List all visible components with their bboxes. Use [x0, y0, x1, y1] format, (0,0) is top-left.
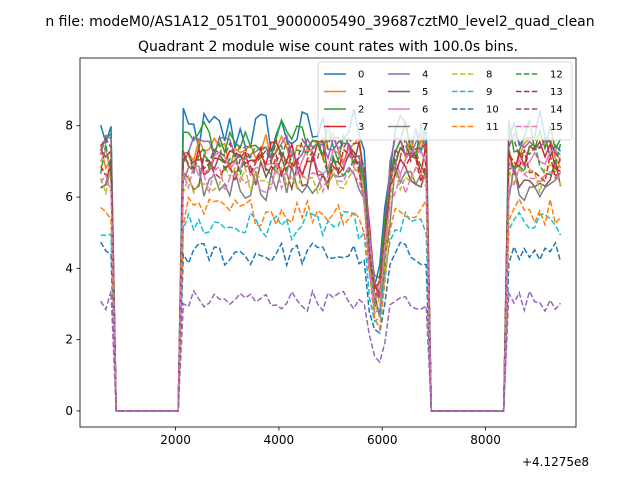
legend-label: 11: [486, 122, 499, 133]
axes-frame: [79, 57, 577, 428]
legend-label: 14: [550, 105, 563, 116]
legend-label: 4: [422, 70, 428, 81]
x-tick-label: 6000: [367, 433, 398, 447]
legend-label: 12: [550, 70, 563, 81]
legend-label: 15: [550, 122, 563, 133]
y-tick-label: 0: [65, 404, 73, 418]
chart-title: Quadrant 2 module wise count rates with …: [138, 39, 518, 55]
x-offset-label: +4.1275e8: [522, 455, 589, 469]
series-line-12: [99, 141, 562, 412]
series-line-13: [100, 145, 562, 412]
chart-suptitle: n file: modeM0/AS1A12_051T01_9000005490_…: [45, 14, 594, 30]
series-line-5: [100, 153, 562, 412]
series-line-unlabeled: [100, 288, 562, 412]
legend-label: 5: [422, 87, 428, 98]
series-line-11: [100, 196, 562, 412]
y-tick-label: 2: [65, 333, 73, 347]
series-line-6: [100, 145, 562, 412]
legend-label: 6: [422, 105, 428, 116]
legend-label: 10: [486, 105, 499, 116]
series-line-8: [99, 163, 562, 412]
x-tick-label: 4000: [264, 433, 295, 447]
legend-label: 7: [422, 122, 428, 133]
legend-label: 1: [358, 87, 364, 98]
series-line-0: [99, 107, 562, 412]
y-axis: 0 2 4 6 8: [65, 119, 80, 418]
legend-label: 3: [358, 122, 364, 133]
series-line-15: [100, 165, 561, 412]
x-tick-label: 8000: [470, 433, 501, 447]
legend-label: 2: [358, 105, 364, 116]
legend-label: 8: [486, 70, 492, 81]
legend-label: 9: [486, 87, 492, 98]
legend-label: 0: [358, 70, 364, 81]
series-line-7: [100, 165, 562, 412]
legend-box: [317, 61, 573, 141]
series-line-9: [100, 210, 562, 412]
series-line-10: [100, 241, 562, 412]
x-axis: 2000 4000 6000 8000: [160, 427, 501, 447]
y-tick-label: 8: [65, 119, 73, 133]
x-tick-label: 2000: [160, 433, 191, 447]
legend-label: 13: [550, 87, 563, 98]
y-tick-label: 4: [65, 261, 73, 275]
series-line-3: [100, 139, 561, 412]
y-tick-label: 6: [65, 190, 73, 204]
